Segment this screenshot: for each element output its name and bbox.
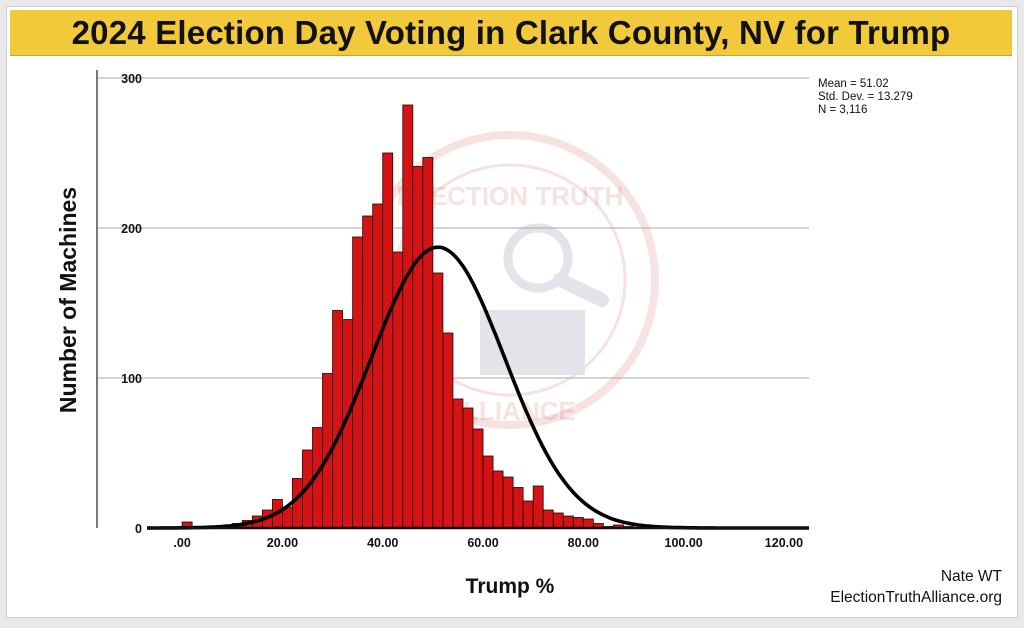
histogram-bar bbox=[332, 310, 343, 529]
histogram-bar bbox=[512, 487, 524, 529]
histogram-bar bbox=[402, 104, 414, 529]
y-tick-labels: 0 100 200 300 bbox=[121, 72, 142, 536]
histogram-bar bbox=[562, 515, 574, 529]
y-tick-label: 300 bbox=[121, 72, 142, 86]
credit-author: Nate WT bbox=[940, 568, 1002, 585]
histogram-bar bbox=[422, 157, 434, 529]
histogram-bar bbox=[462, 407, 474, 529]
histogram-bar bbox=[472, 428, 484, 529]
x-tick-label: 20.00 bbox=[267, 536, 298, 550]
x-tick-labels: .00 20.00 40.00 60.00 80.00 100.00 120.00 bbox=[173, 536, 803, 550]
stats-box: Mean = 51.02 Std. Dev. = 13.279 N = 3,11… bbox=[818, 78, 913, 117]
x-tick-label: 40.00 bbox=[367, 536, 398, 550]
stat-n: N = 3,116 bbox=[818, 104, 868, 116]
watermark-text-top: ELECTION TRUTH bbox=[397, 181, 624, 211]
histogram-bar bbox=[442, 332, 454, 529]
histogram-bar bbox=[552, 512, 564, 529]
title-band: 2024 Election Day Voting in Clark County… bbox=[10, 10, 1012, 56]
histogram-bar bbox=[492, 470, 504, 529]
y-tick-label: 0 bbox=[135, 522, 142, 536]
x-axis-title: Trump % bbox=[466, 575, 555, 598]
histogram-bar bbox=[432, 272, 444, 529]
stat-mean: Mean = 51.02 bbox=[818, 78, 889, 90]
histogram-bar bbox=[412, 166, 424, 529]
histogram-bar bbox=[582, 518, 594, 529]
histogram-bar bbox=[522, 500, 534, 529]
chart-title: 2024 Election Day Voting in Clark County… bbox=[71, 13, 951, 51]
x-tick-label: 100.00 bbox=[665, 536, 703, 550]
histogram-bar bbox=[572, 517, 584, 529]
stat-std-dev: Std. Dev. = 13.279 bbox=[818, 91, 913, 103]
histogram-bar bbox=[532, 485, 544, 529]
histogram-bar bbox=[482, 455, 494, 529]
x-tick-label: .00 bbox=[173, 536, 190, 550]
x-tick-label: 80.00 bbox=[568, 536, 599, 550]
histogram-bar bbox=[382, 152, 394, 529]
y-axis-title: Number of Machines bbox=[55, 187, 81, 413]
histogram-bar bbox=[502, 476, 514, 529]
watermark-text-bottom: ALLIANCE bbox=[444, 396, 575, 426]
x-tick-label: 60.00 bbox=[467, 536, 498, 550]
y-tick-label: 200 bbox=[121, 222, 142, 236]
x-tick-label: 120.00 bbox=[765, 536, 803, 550]
credit-block: Nate WT ElectionTruthAlliance.org bbox=[830, 566, 1002, 608]
histogram-bars bbox=[181, 104, 634, 529]
y-tick-label: 100 bbox=[121, 372, 142, 386]
histogram-bar bbox=[372, 203, 384, 529]
credit-site: ElectionTruthAlliance.org bbox=[830, 589, 1002, 606]
histogram-bar bbox=[542, 509, 554, 529]
histogram-bar bbox=[292, 478, 303, 529]
watermark-logo bbox=[361, 131, 659, 429]
